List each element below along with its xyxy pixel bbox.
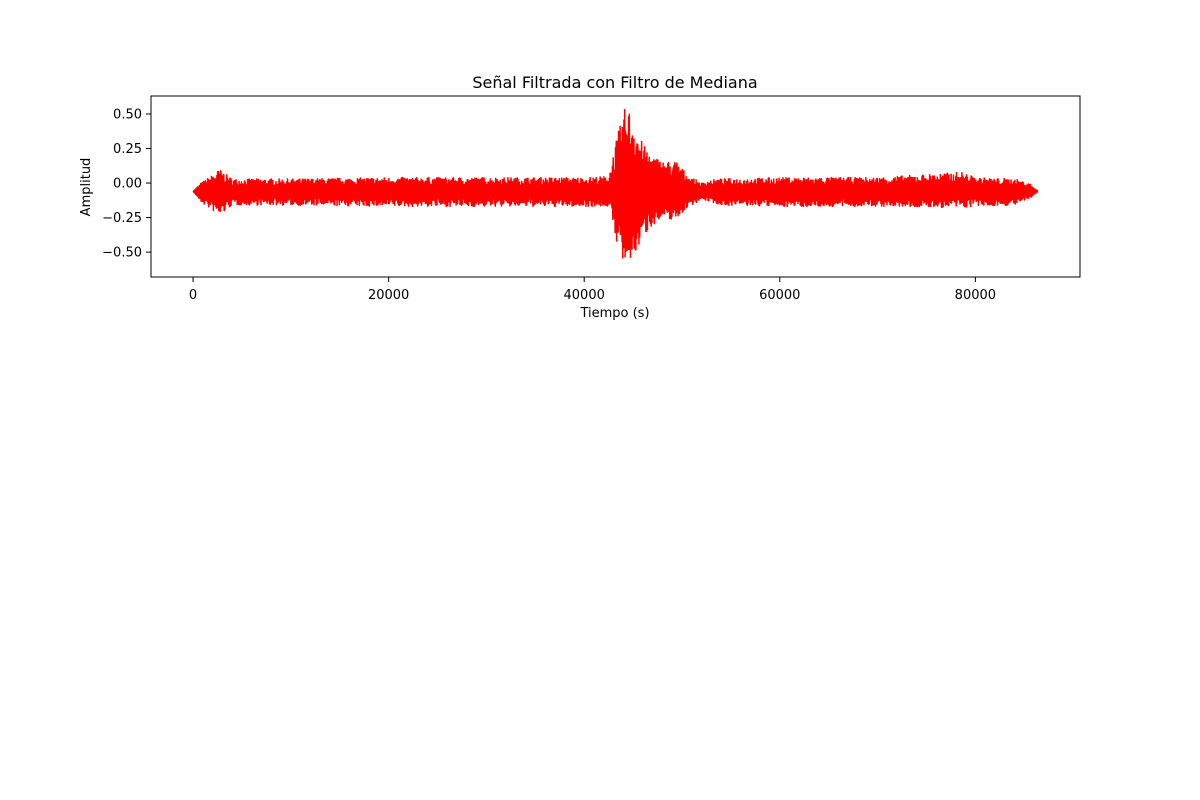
y-axis-label: Amplitud (79, 158, 94, 217)
x-tick-label: 20000 (368, 288, 409, 303)
y-tick-label: 0.50 (113, 107, 142, 122)
y-axis: −0.50 −0.25 0.00 0.25 0.50 (102, 107, 151, 261)
x-tick-label: 60000 (759, 288, 800, 303)
chart-title: Señal Filtrada con Filtro de Mediana (472, 73, 757, 92)
x-tick-label: 0 (189, 288, 197, 303)
axes-frame (150, 95, 1081, 278)
signal-line (192, 108, 1039, 259)
x-tick-label: 80000 (955, 288, 996, 303)
y-tick-label: 0.25 (113, 142, 142, 157)
y-tick-label: 0.00 (113, 177, 142, 192)
y-tick-label: −0.50 (102, 246, 142, 261)
x-axis-label: Tiempo (s) (579, 306, 649, 321)
plot-area (150, 95, 1081, 278)
signal-layer (192, 108, 1039, 259)
x-tick-label: 40000 (564, 288, 605, 303)
y-tick-label: −0.25 (102, 211, 142, 226)
x-axis: 0 20000 40000 60000 80000 (189, 277, 996, 303)
